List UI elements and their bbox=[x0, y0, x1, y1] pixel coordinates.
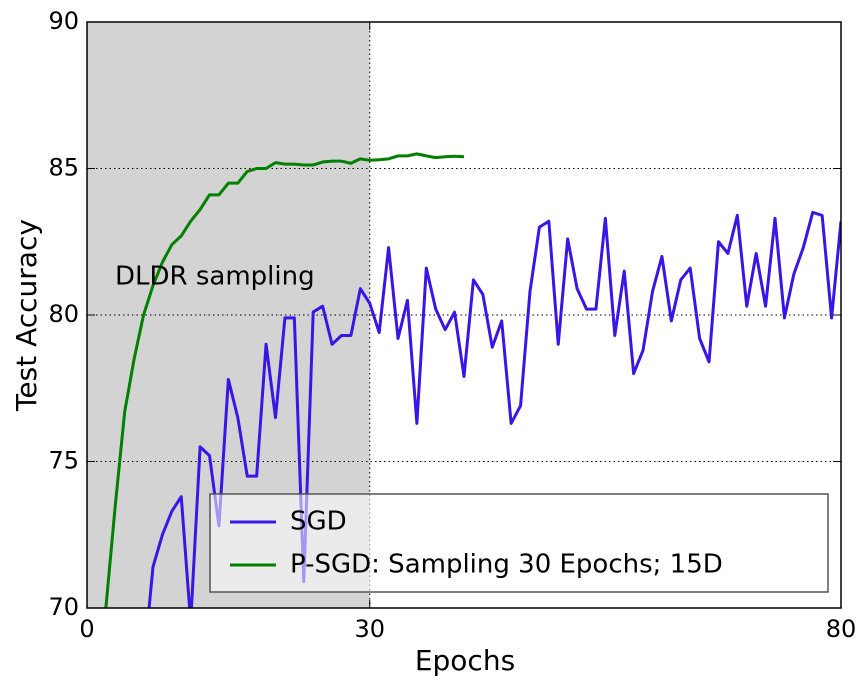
y-tick-label: 75 bbox=[48, 447, 79, 475]
y-tick-label: 85 bbox=[48, 154, 79, 182]
y-tick-label: 80 bbox=[48, 300, 79, 328]
x-axis-label: Epochs bbox=[415, 644, 515, 677]
plot-area bbox=[104, 152, 841, 608]
series-line bbox=[147, 210, 841, 608]
series-line bbox=[104, 152, 465, 608]
y-axis-label: Test Accuracy bbox=[10, 219, 43, 412]
legend-label: P-SGD: Sampling 30 Epochs; 15D bbox=[290, 550, 723, 580]
legend-box bbox=[209, 493, 829, 593]
x-tick-label: 30 bbox=[354, 615, 385, 643]
plot-frame bbox=[86, 21, 842, 609]
x-tick-label: 0 bbox=[79, 615, 94, 643]
annotation: DLDR sampling bbox=[115, 262, 315, 292]
legend-label: SGD bbox=[290, 507, 347, 537]
x-tick-label: 80 bbox=[826, 615, 857, 643]
y-tick-label: 90 bbox=[48, 7, 79, 35]
y-tick-label: 70 bbox=[48, 593, 79, 621]
